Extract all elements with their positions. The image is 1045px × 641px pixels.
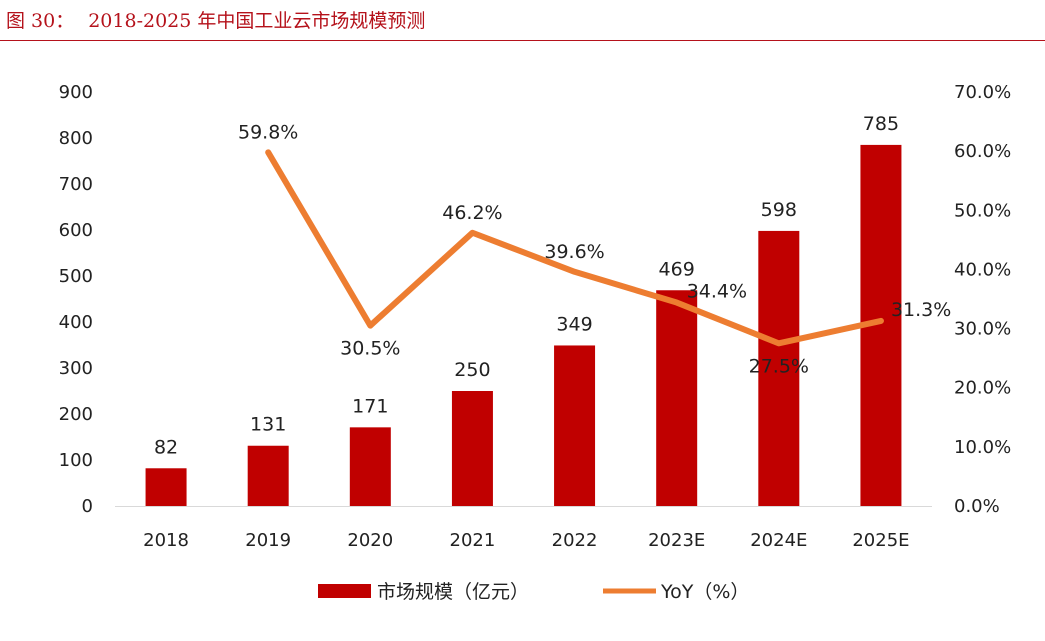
bar-data-label: 171 xyxy=(352,395,388,417)
line-data-label: 31.3% xyxy=(891,299,951,321)
left-axis-tick-label: 800 xyxy=(59,128,93,149)
x-axis-tick-label: 2021 xyxy=(450,530,496,551)
right-axis-tick-label: 30.0% xyxy=(954,319,1011,340)
bar xyxy=(349,427,391,506)
x-axis-tick-label: 2020 xyxy=(347,530,393,551)
right-axis-tick-label: 10.0% xyxy=(954,437,1011,458)
line-data-label: 46.2% xyxy=(442,202,502,224)
legend-bar-label: 市场规模（亿元） xyxy=(377,581,529,603)
bar-data-label: 349 xyxy=(556,313,592,335)
right-axis-tick-label: 40.0% xyxy=(954,259,1011,280)
figure-title: 图 30： 2018-2025 年中国工业云市场规模预测 xyxy=(6,6,425,33)
legend-bar-swatch xyxy=(318,584,371,598)
left-axis-tick-label: 500 xyxy=(59,266,93,287)
left-axis-tick-label: 100 xyxy=(59,450,93,471)
bar-data-label: 250 xyxy=(454,359,490,381)
left-axis-tick-label: 300 xyxy=(59,358,93,379)
left-axis-tick-label: 200 xyxy=(59,404,93,425)
x-axis-tick-label: 2018 xyxy=(143,530,189,551)
bar-data-label: 598 xyxy=(761,199,797,221)
x-axis-tick-label: 2019 xyxy=(245,530,291,551)
right-axis-tick-label: 70.0% xyxy=(954,82,1011,103)
line-data-label: 27.5% xyxy=(749,355,809,377)
line-data-labels: 59.8% 30.5% 46.2% 39.6% 34.4% 27.5% 31.3% xyxy=(238,121,951,377)
bar-data-label: 82 xyxy=(154,436,178,458)
x-axis-tick-label: 2024E xyxy=(750,530,807,551)
title-divider xyxy=(0,40,1045,41)
left-axis: 0 100 200 300 400 500 600 700 800 900 xyxy=(59,82,93,517)
bar xyxy=(758,230,800,507)
x-axis-tick-label: 2022 xyxy=(552,530,598,551)
line-data-label: 59.8% xyxy=(238,121,298,143)
left-axis-tick-label: 400 xyxy=(59,312,93,333)
bar xyxy=(145,468,187,506)
x-axis-tick-label: 2025E xyxy=(852,530,909,551)
bar xyxy=(554,345,596,506)
bar-series xyxy=(145,144,902,507)
figure-label: 图 30： xyxy=(6,10,75,32)
right-axis-tick-label: 60.0% xyxy=(954,141,1011,162)
left-axis-tick-label: 900 xyxy=(59,82,93,103)
right-axis: 0.0% 10.0% 20.0% 30.0% 40.0% 50.0% 60.0% 70.0% xyxy=(954,82,1011,517)
bar xyxy=(656,290,698,506)
legend: 市场规模（亿元） YoY（%） xyxy=(318,581,749,603)
bar xyxy=(451,391,493,506)
right-axis-tick-label: 50.0% xyxy=(954,200,1011,221)
bar-data-labels: 82 131 171 250 349 469 598 785 xyxy=(154,113,899,458)
left-axis-tick-label: 0 xyxy=(82,496,93,517)
line-data-label: 30.5% xyxy=(340,338,400,360)
right-axis-tick-label: 0.0% xyxy=(954,496,1000,517)
line-data-label: 39.6% xyxy=(544,241,604,263)
x-axis-tick-label: 2023E xyxy=(648,530,705,551)
line-series xyxy=(265,149,884,347)
x-axis: 2018 2019 2020 2021 2022 2023E 2024E 2025E xyxy=(143,530,909,551)
figure-title-text: 2018-2025 年中国工业云市场规模预测 xyxy=(88,10,426,32)
bar-data-label: 469 xyxy=(659,258,695,280)
bar-data-label: 785 xyxy=(863,113,899,135)
left-axis-tick-label: 700 xyxy=(59,174,93,195)
line-data-label: 34.4% xyxy=(687,281,747,303)
left-axis-tick-label: 600 xyxy=(59,220,93,241)
bar xyxy=(247,445,289,506)
bar-data-label: 131 xyxy=(250,414,286,436)
legend-line-label: YoY（%） xyxy=(660,581,749,603)
right-axis-tick-label: 20.0% xyxy=(954,378,1011,399)
